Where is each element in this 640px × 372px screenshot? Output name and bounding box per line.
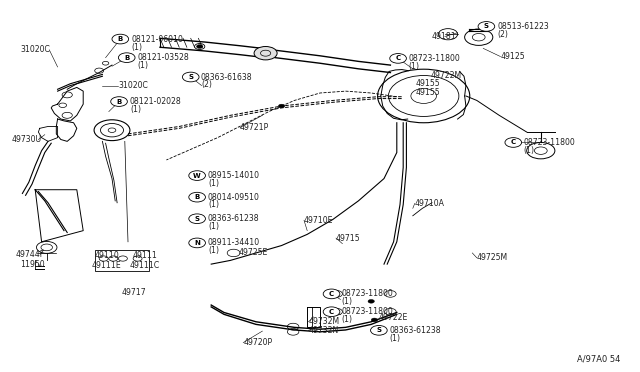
Text: (1): (1) (342, 297, 353, 306)
Text: 49722E: 49722E (379, 313, 408, 322)
Text: (1): (1) (131, 43, 142, 52)
Circle shape (189, 192, 205, 202)
Text: 49744F: 49744F (16, 250, 45, 259)
Text: 49111E: 49111E (92, 261, 121, 270)
Circle shape (371, 326, 387, 335)
Text: B: B (116, 99, 122, 105)
Circle shape (196, 45, 203, 48)
Text: B: B (118, 36, 123, 42)
Text: 49181: 49181 (432, 32, 457, 41)
Text: 49110: 49110 (95, 251, 120, 260)
Text: 49125: 49125 (500, 52, 525, 61)
Text: 49155: 49155 (415, 79, 440, 88)
Text: 08911-34410: 08911-34410 (208, 238, 260, 247)
Circle shape (505, 138, 522, 147)
Text: (1): (1) (342, 315, 353, 324)
Text: 08363-61238: 08363-61238 (390, 326, 442, 335)
Text: (1): (1) (208, 179, 219, 188)
Text: 49710A: 49710A (415, 199, 445, 208)
Text: 08513-61223: 08513-61223 (497, 22, 549, 31)
Circle shape (118, 53, 135, 62)
Bar (95, 250, 149, 271)
Text: 08723-11800: 08723-11800 (524, 138, 575, 147)
Text: W: W (193, 173, 201, 179)
Text: C: C (329, 291, 334, 297)
Text: (2): (2) (497, 30, 508, 39)
Text: C: C (329, 309, 334, 315)
Text: (1): (1) (390, 334, 401, 343)
Text: S: S (195, 216, 200, 222)
Circle shape (478, 22, 495, 31)
Text: 08915-14010: 08915-14010 (208, 171, 260, 180)
Text: 08723-11800: 08723-11800 (408, 54, 460, 63)
Text: (1): (1) (208, 201, 219, 209)
Text: N: N (194, 240, 200, 246)
Circle shape (368, 299, 374, 303)
Text: S: S (376, 327, 381, 333)
Text: (1): (1) (130, 105, 141, 114)
Text: 49155: 49155 (415, 88, 440, 97)
Text: S: S (188, 74, 193, 80)
Text: S: S (484, 23, 489, 29)
Text: 08363-61638: 08363-61638 (201, 73, 253, 81)
Text: (1): (1) (524, 146, 534, 155)
Text: 08363-61238: 08363-61238 (208, 214, 260, 223)
Text: A/97A0 54: A/97A0 54 (577, 355, 621, 363)
Text: 08723-11800: 08723-11800 (342, 289, 394, 298)
Circle shape (371, 318, 378, 322)
Circle shape (189, 171, 205, 180)
Text: 49111: 49111 (132, 251, 157, 260)
Text: 49710E: 49710E (304, 216, 333, 225)
Text: 31020C: 31020C (118, 81, 148, 90)
Text: 08121-03528: 08121-03528 (138, 53, 189, 62)
Text: 49725M: 49725M (477, 253, 508, 262)
Text: 08723-11800: 08723-11800 (342, 307, 394, 316)
Text: 49732M: 49732M (308, 317, 340, 326)
Circle shape (189, 214, 205, 224)
Circle shape (111, 97, 127, 106)
Text: 08121-06010: 08121-06010 (131, 35, 183, 44)
Circle shape (323, 307, 340, 317)
Text: 08121-02028: 08121-02028 (130, 97, 182, 106)
Text: 49715: 49715 (336, 234, 360, 243)
Text: 49721P: 49721P (240, 123, 269, 132)
Text: (1): (1) (208, 246, 219, 255)
Text: (1): (1) (138, 61, 148, 70)
Text: 49717: 49717 (122, 288, 146, 297)
Circle shape (189, 238, 205, 248)
Circle shape (278, 104, 285, 108)
Text: C: C (511, 140, 516, 145)
Text: 49732N: 49732N (308, 326, 339, 335)
Text: B: B (124, 55, 129, 61)
Text: 49111C: 49111C (129, 261, 159, 270)
Text: 31020C: 31020C (20, 45, 51, 54)
Circle shape (323, 289, 340, 299)
Circle shape (254, 46, 277, 60)
Text: C: C (396, 55, 401, 61)
Text: (1): (1) (408, 62, 419, 71)
Text: 49720P: 49720P (243, 338, 273, 347)
Text: B: B (195, 194, 200, 200)
Text: 11950: 11950 (20, 260, 45, 269)
Circle shape (112, 34, 129, 44)
Text: 49730U: 49730U (12, 135, 42, 144)
Circle shape (390, 54, 406, 63)
Text: 49725E: 49725E (238, 248, 268, 257)
Text: (2): (2) (201, 80, 212, 89)
Circle shape (182, 72, 199, 82)
Text: (1): (1) (208, 222, 219, 231)
Text: 08014-09510: 08014-09510 (208, 193, 260, 202)
Text: 49722M: 49722M (430, 71, 461, 80)
